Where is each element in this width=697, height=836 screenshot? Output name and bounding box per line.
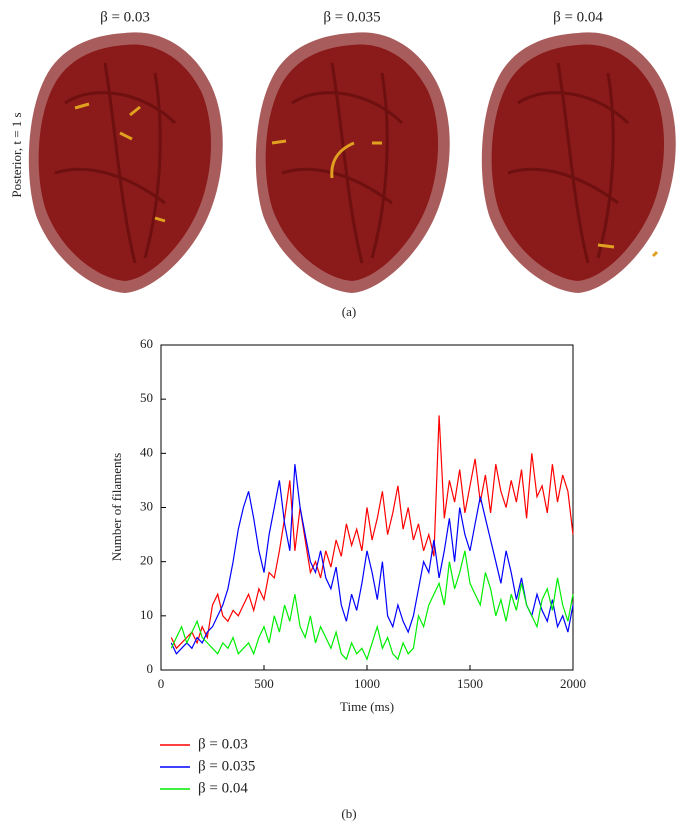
x-tick-label: 0: [158, 676, 165, 691]
y-tick-label: 0: [147, 661, 154, 676]
y-tick-label: 50: [140, 390, 153, 405]
y-tick-label: 40: [140, 444, 153, 459]
x-tick-label: 500: [254, 676, 274, 691]
legend-label: β = 0.03: [198, 736, 248, 752]
series-line: [170, 415, 574, 650]
x-tick-label: 2000: [560, 676, 586, 691]
panel-label: β = 0.04: [553, 9, 603, 25]
series-line: [170, 464, 574, 655]
series-line: [170, 550, 574, 661]
y-tick-label: 10: [140, 607, 153, 622]
heart-image: [254, 30, 452, 295]
heart-image: [27, 30, 225, 295]
heart-image: [480, 30, 678, 295]
y-tick-label: 60: [140, 336, 153, 351]
x-tick-label: 1500: [457, 676, 483, 691]
panel-label: β = 0.035: [323, 9, 380, 25]
y-tick-label: 20: [140, 553, 153, 568]
legend-label: β = 0.035: [198, 758, 255, 774]
side-label: Posterior, t = 1 s: [9, 112, 24, 197]
caption: (b): [341, 806, 356, 821]
y-tick-label: 30: [140, 498, 153, 513]
legend-label: β = 0.04: [198, 780, 248, 796]
x-tick-label: 1000: [354, 676, 380, 691]
caption: (a): [342, 304, 356, 319]
panel-label: β = 0.03: [100, 9, 150, 25]
y-axis-title: Number of filaments: [109, 453, 124, 561]
x-axis-title: Time (ms): [340, 699, 394, 714]
